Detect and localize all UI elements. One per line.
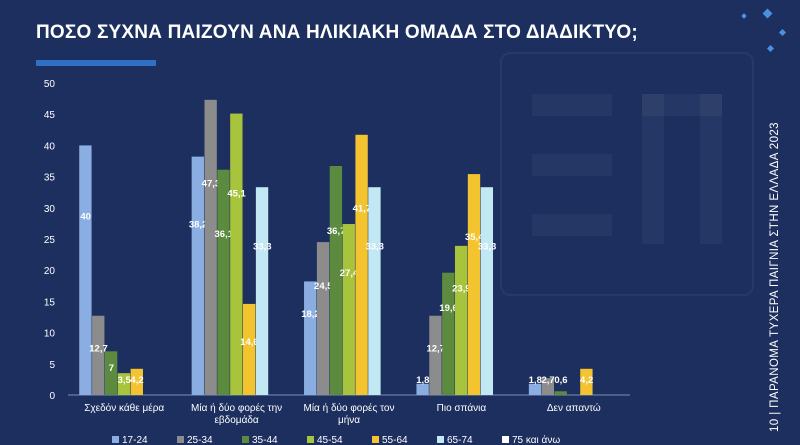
data-label: 41,7 bbox=[353, 204, 372, 215]
bar bbox=[92, 315, 105, 395]
bar bbox=[255, 187, 269, 395]
legend-swatch bbox=[372, 436, 379, 443]
bar bbox=[204, 99, 217, 396]
x-tick-label: Μία ή δύο φορές τον bbox=[304, 402, 395, 414]
y-tick-label: 0 bbox=[49, 391, 55, 402]
data-label: 33,3 bbox=[253, 241, 272, 252]
y-tick-label: 30 bbox=[44, 204, 56, 215]
bar bbox=[442, 272, 455, 395]
legend-label: 17-24 bbox=[122, 435, 148, 445]
data-label: 4,2 bbox=[580, 375, 593, 386]
bar bbox=[580, 368, 593, 395]
legend-label: 45-54 bbox=[317, 435, 343, 445]
data-label: 4,2 bbox=[130, 375, 143, 386]
bar bbox=[480, 187, 494, 395]
bar bbox=[104, 351, 118, 395]
bar bbox=[541, 378, 555, 395]
data-label: 18,2 bbox=[301, 309, 320, 320]
title-underline bbox=[36, 60, 156, 66]
legend-swatch bbox=[242, 436, 249, 443]
data-label: 45,1 bbox=[227, 188, 246, 199]
bar bbox=[117, 373, 131, 395]
bar bbox=[342, 224, 355, 395]
data-label: 14,6 bbox=[240, 337, 259, 348]
data-label: 40 bbox=[80, 211, 91, 222]
bar bbox=[230, 113, 243, 396]
x-tick-label: Μία ή δύο φορές την bbox=[191, 402, 282, 414]
bar bbox=[217, 169, 230, 395]
y-tick-label: 10 bbox=[44, 329, 56, 340]
x-tick-label: Δεν απαντώ bbox=[547, 402, 601, 414]
bar bbox=[355, 134, 368, 396]
legend-label: 25-34 bbox=[187, 435, 213, 445]
page-title: ΠΟΣΟ ΣΥΧΝΑ ΠΑΙΖΟΥΝ ΑΝΑ ΗΛΙΚΙΑΚΗ ΟΜΑΔΑ ΣΤ… bbox=[36, 22, 638, 43]
bar bbox=[304, 281, 317, 395]
data-label: 7 bbox=[109, 363, 114, 374]
legend-swatch bbox=[502, 436, 509, 443]
data-label: 38,2 bbox=[189, 219, 208, 230]
data-label: 12,7 bbox=[426, 343, 445, 354]
data-label: 1,8 bbox=[416, 375, 429, 386]
legend-label: 65-74 bbox=[447, 435, 473, 445]
x-tick-label: εβδομάδα bbox=[214, 414, 258, 426]
watermark-logo bbox=[500, 52, 754, 296]
data-label: 12,7 bbox=[89, 343, 108, 354]
bar bbox=[554, 391, 567, 395]
y-tick-label: 50 bbox=[44, 79, 56, 90]
legend-label: 35-44 bbox=[252, 435, 278, 445]
data-label: 33,3 bbox=[365, 241, 384, 252]
legend-label: 75 και άνω bbox=[512, 434, 560, 445]
y-tick-label: 35 bbox=[44, 173, 56, 184]
x-tick-label: Πιο σπάνια bbox=[437, 402, 487, 414]
bar bbox=[429, 315, 442, 395]
bar bbox=[416, 383, 429, 395]
bar bbox=[243, 303, 256, 395]
legend-swatch bbox=[112, 436, 119, 443]
y-tick-label: 25 bbox=[44, 235, 56, 246]
legend-label: 55-64 bbox=[382, 435, 408, 445]
bar bbox=[528, 383, 542, 395]
legend-swatch bbox=[437, 436, 444, 443]
bar bbox=[316, 242, 330, 395]
x-tick-label: μήνα bbox=[338, 414, 360, 426]
data-label: 23,9 bbox=[452, 284, 471, 295]
bar bbox=[467, 174, 481, 395]
data-label: 35,4 bbox=[465, 232, 484, 243]
x-tick-label: Σχεδόν κάθε μέρα bbox=[84, 402, 164, 414]
y-tick-label: 5 bbox=[49, 360, 55, 371]
bar bbox=[454, 245, 468, 395]
data-label: 1,8 bbox=[529, 375, 542, 386]
bar bbox=[329, 165, 343, 395]
data-label: 24,5 bbox=[314, 281, 333, 292]
data-label: 36,1 bbox=[215, 229, 234, 240]
data-label: 3,5 bbox=[118, 375, 132, 386]
data-label: 2,7 bbox=[541, 375, 554, 386]
bar bbox=[368, 187, 381, 395]
data-label: 36,7 bbox=[327, 226, 346, 237]
y-tick-label: 40 bbox=[44, 141, 56, 152]
data-label: 47,3 bbox=[202, 178, 221, 189]
data-label: 27,4 bbox=[340, 268, 359, 279]
bar bbox=[130, 368, 143, 395]
y-tick-label: 20 bbox=[44, 266, 56, 277]
data-label: 33,3 bbox=[478, 241, 497, 252]
data-label: 19,6 bbox=[439, 303, 458, 314]
y-tick-label: 15 bbox=[44, 297, 56, 308]
bar bbox=[79, 145, 92, 395]
legend-swatch bbox=[177, 436, 184, 443]
bar bbox=[191, 156, 204, 395]
legend-swatch bbox=[307, 436, 314, 443]
data-label: 0,6 bbox=[554, 375, 567, 386]
y-tick-label: 45 bbox=[44, 110, 56, 121]
